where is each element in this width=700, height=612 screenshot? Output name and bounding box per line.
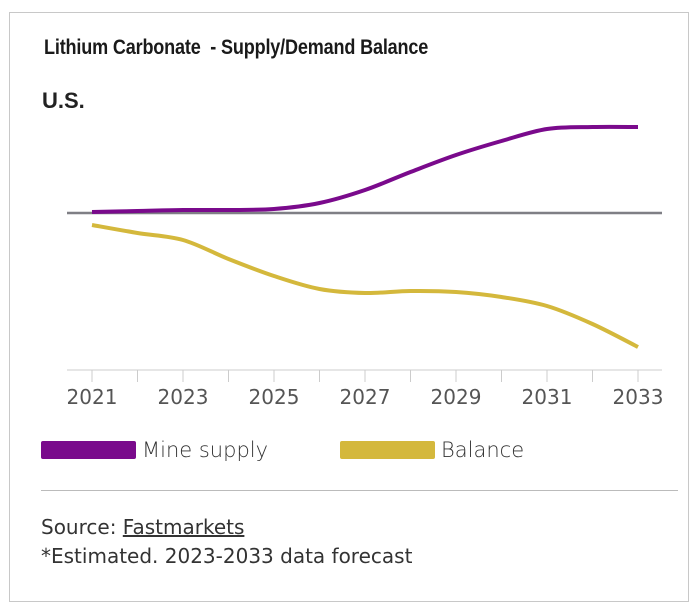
legend-label-mine-supply: Mine supply [142, 438, 269, 462]
footer-divider [41, 490, 678, 491]
series-line-mine-supply [91, 124, 639, 214]
chart-card [9, 12, 689, 602]
legend-item-mine-supply: Mine supply [41, 438, 268, 462]
legend: Mine supply Balance [41, 438, 596, 462]
source-prefix: Source: [41, 515, 123, 539]
x-tick-label: 2021 [67, 385, 118, 409]
x-tick-label: 2027 [340, 385, 391, 409]
chart-subtitle: U.S. [42, 88, 85, 113]
x-tick-label: 2029 [431, 385, 482, 409]
chart-title: Lithium Carbonate - Supply/Demand Balanc… [44, 36, 429, 59]
forecast-note: *Estimated. 2023-2033 data forecast [41, 544, 413, 568]
legend-item-balance: Balance [340, 438, 524, 462]
legend-label-balance: Balance [441, 438, 525, 462]
series-line-balance [91, 223, 639, 349]
x-tick-label: 2033 [613, 385, 664, 409]
x-tick-label: 2031 [522, 385, 573, 409]
legend-swatch-balance [340, 441, 436, 459]
source-link[interactable]: Fastmarkets [122, 515, 245, 539]
x-tick-label: 2025 [249, 385, 300, 409]
line-chart: 2021 2023 2025 2027 2029 2031 2033 [67, 124, 664, 409]
x-tick-label: 2023 [158, 385, 209, 409]
source-line: Source: Fastmarkets [41, 515, 244, 539]
legend-swatch-mine-supply [41, 441, 136, 459]
